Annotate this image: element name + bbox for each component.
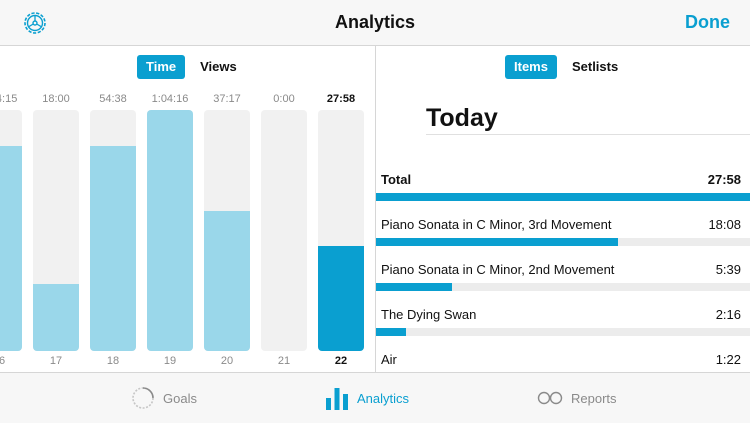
day-time-value: 1:04:15	[0, 93, 18, 105]
items-setlists-segmented-control: Items Setlists	[505, 55, 627, 79]
row-name: Piano Sonata in C Minor, 3rd Movement	[381, 217, 612, 232]
day-bar-fill	[204, 211, 250, 351]
item-row[interactable]: The Dying Swan 2:16	[376, 299, 750, 344]
goals-ring-icon	[132, 387, 154, 409]
tab-reports[interactable]: Reports	[537, 373, 617, 423]
gear-icon	[24, 12, 46, 34]
day-time-value: 37:17	[213, 93, 241, 105]
day-time-value: 18:00	[42, 93, 70, 105]
row-bar-track	[376, 193, 750, 201]
row-bar-fill	[376, 238, 619, 246]
row-time: 18:08	[708, 217, 741, 232]
row-bar-track	[376, 238, 750, 246]
segment-views[interactable]: Views	[200, 59, 237, 74]
day-bar-fill	[147, 110, 193, 351]
segment-items[interactable]: Items	[505, 55, 557, 79]
day-bar-fill	[318, 246, 364, 351]
day-bar-track	[33, 110, 79, 351]
day-bar-fill	[0, 146, 22, 351]
day-bar-track	[204, 110, 250, 351]
row-bar-track	[376, 328, 750, 336]
day-label: 16	[0, 355, 6, 367]
tab-bar: Goals Analytics Reports	[0, 372, 750, 423]
row-name: Total	[381, 172, 412, 187]
segment-time[interactable]: Time	[137, 55, 186, 79]
day-bar-track	[318, 110, 364, 351]
row-time: 1:22	[715, 352, 741, 367]
time-views-segmented-control: Time Views	[137, 55, 246, 79]
day-label: 19	[163, 355, 177, 367]
row-name: Air	[381, 352, 397, 367]
tab-reports-label: Reports	[571, 390, 617, 406]
day-bar-track	[0, 110, 22, 351]
segment-setlists[interactable]: Setlists	[571, 59, 619, 74]
bar-chart-icon	[326, 388, 348, 410]
row-time: 2:16	[715, 307, 741, 322]
total-row: Total 27:58	[376, 164, 750, 209]
row-bar-fill	[376, 328, 407, 336]
section-heading: Today	[426, 104, 498, 132]
day-time-value: 54:38	[99, 93, 127, 105]
day-label: 20	[220, 355, 234, 367]
row-bar-fill	[376, 193, 750, 201]
item-row[interactable]: Piano Sonata in C Minor, 2nd Movement 5:…	[376, 254, 750, 299]
item-row[interactable]: Piano Sonata in C Minor, 3rd Movement 18…	[376, 209, 750, 254]
items-breakdown-pane: Items Setlists Today Total 27:58 Piano S…	[376, 46, 750, 372]
day-label: 17	[49, 355, 63, 367]
done-button[interactable]: Done	[685, 12, 730, 32]
day-time-value: 1:04:16	[151, 93, 189, 105]
time-chart-pane: Time Views 1:04:15 16 18:00 17 54:38 18 …	[0, 46, 375, 372]
tab-goals-label: Goals	[163, 390, 197, 406]
tab-goals[interactable]: Goals	[131, 373, 197, 423]
row-bar-track	[376, 283, 750, 291]
day-bar-fill	[90, 146, 136, 351]
day-bar-track	[261, 110, 307, 351]
row-time: 27:58	[707, 172, 741, 187]
row-name: The Dying Swan	[381, 307, 477, 322]
day-label: 22	[334, 355, 348, 367]
day-bar-track	[90, 110, 136, 351]
day-time-value: 27:58	[326, 93, 356, 105]
page-title: Analytics	[334, 12, 416, 32]
nav-bar: Analytics Done	[0, 0, 750, 46]
day-bar-fill	[33, 283, 79, 351]
row-name: Piano Sonata in C Minor, 2nd Movement	[381, 262, 615, 277]
heading-divider	[426, 134, 750, 135]
day-label: 18	[106, 355, 120, 367]
settings-button[interactable]	[22, 10, 48, 36]
row-bar-fill	[376, 283, 452, 291]
day-time-value: 0:00	[273, 93, 295, 105]
pane-divider	[375, 46, 376, 372]
row-time: 5:39	[715, 262, 741, 277]
glasses-icon	[537, 391, 563, 405]
tab-analytics[interactable]: Analytics	[325, 373, 409, 423]
day-bar-track	[147, 110, 193, 351]
tab-analytics-label: Analytics	[357, 390, 410, 406]
item-row[interactable]: Air 1:22	[376, 344, 750, 372]
day-label: 21	[277, 355, 291, 367]
